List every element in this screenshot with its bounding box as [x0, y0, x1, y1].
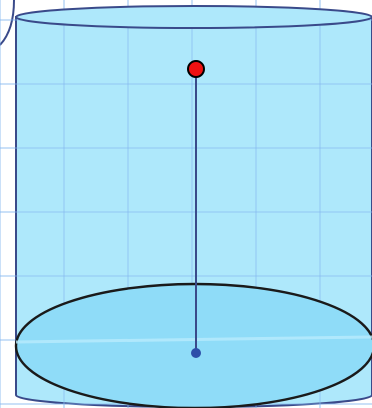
bottom-center-point	[191, 348, 201, 358]
top-ellipse	[15, 5, 372, 29]
bottom-base-ellipse	[14, 282, 372, 408]
left-edge-arc	[0, 0, 15, 46]
top-center-point	[187, 60, 205, 78]
base-highlight	[15, 335, 372, 344]
